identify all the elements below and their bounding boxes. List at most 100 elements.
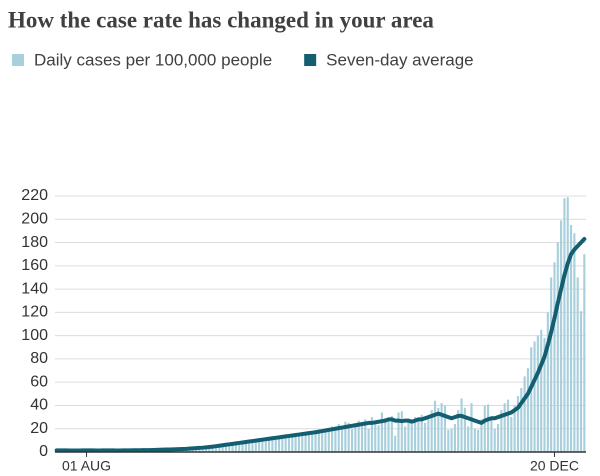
bar xyxy=(344,421,347,452)
bar xyxy=(550,277,553,452)
bar xyxy=(397,412,400,452)
chart-title: How the case rate has changed in your ar… xyxy=(8,7,434,32)
bar xyxy=(360,424,364,452)
bar xyxy=(420,414,423,452)
bar xyxy=(238,443,241,452)
y-tick-label: 0 xyxy=(39,443,48,460)
bar xyxy=(311,432,314,452)
bar xyxy=(221,445,224,452)
bar xyxy=(516,396,520,452)
bar xyxy=(523,376,526,452)
bar xyxy=(314,429,317,452)
bar xyxy=(261,439,264,452)
bar xyxy=(573,233,576,452)
bar xyxy=(417,420,420,452)
bar xyxy=(553,262,556,452)
y-tick-label: 180 xyxy=(21,234,48,251)
bar xyxy=(337,424,340,452)
bar xyxy=(367,428,370,452)
bar xyxy=(287,434,291,452)
y-tick-label: 140 xyxy=(21,280,48,297)
bar xyxy=(404,426,407,452)
bar xyxy=(387,419,390,452)
bar xyxy=(254,441,257,452)
bar xyxy=(477,429,480,452)
bar xyxy=(248,442,251,452)
bar xyxy=(450,428,453,452)
bar xyxy=(258,440,261,452)
bar xyxy=(423,422,427,452)
bar xyxy=(490,417,493,452)
bar xyxy=(218,445,221,452)
bar xyxy=(304,434,307,452)
bar xyxy=(443,405,447,452)
bar xyxy=(297,435,300,452)
bar xyxy=(530,347,533,452)
bar xyxy=(274,436,277,452)
bar xyxy=(294,433,297,452)
y-tick-label: 120 xyxy=(21,304,48,321)
bar xyxy=(563,198,566,452)
y-tick-label: 100 xyxy=(21,327,48,344)
bar xyxy=(281,435,284,452)
bar xyxy=(513,405,516,452)
bar xyxy=(354,426,357,452)
y-tick-label: 160 xyxy=(21,257,48,274)
bar xyxy=(430,410,433,452)
bar xyxy=(427,419,430,452)
bar xyxy=(277,438,281,452)
bar xyxy=(357,420,360,452)
bar xyxy=(526,368,529,452)
bar xyxy=(267,438,271,452)
bar xyxy=(241,442,244,452)
bar xyxy=(437,407,440,452)
x-tick-label: 20 DEC xyxy=(530,458,579,474)
bar xyxy=(301,432,304,452)
bar xyxy=(370,417,374,452)
bar xyxy=(271,439,274,452)
bar xyxy=(460,398,463,452)
bar xyxy=(307,431,310,452)
bar xyxy=(234,442,237,452)
bar xyxy=(224,446,227,452)
line xyxy=(54,237,587,453)
bar xyxy=(493,428,496,452)
bar xyxy=(321,431,324,452)
bar xyxy=(334,431,337,452)
bar xyxy=(579,311,583,452)
bar xyxy=(543,337,546,452)
bar xyxy=(463,407,466,452)
bar xyxy=(506,399,510,452)
legend-label: Daily cases per 100,000 people xyxy=(34,50,272,69)
bar xyxy=(380,412,383,452)
bar xyxy=(560,220,563,452)
legend-swatch xyxy=(304,54,317,66)
bar xyxy=(384,418,387,452)
bar xyxy=(407,421,410,452)
bar xyxy=(453,424,456,452)
bar xyxy=(546,312,549,452)
bar xyxy=(540,329,543,452)
bar xyxy=(284,438,287,452)
legend: Daily cases per 100,000 people Seven-day … xyxy=(12,50,474,69)
bar xyxy=(576,277,579,452)
bar xyxy=(327,429,330,452)
bar xyxy=(350,428,354,452)
bar xyxy=(324,428,327,452)
y-tick-label: 20 xyxy=(30,420,48,437)
bar xyxy=(394,435,397,452)
bar xyxy=(457,410,460,452)
bar xyxy=(583,254,586,452)
legend-label: Seven-day average xyxy=(326,50,473,69)
y-tick-label: 80 xyxy=(30,350,48,367)
y-tick-label: 40 xyxy=(30,397,48,414)
bar xyxy=(520,388,523,452)
bar xyxy=(414,417,417,452)
x-tick-label: 01 AUG xyxy=(62,458,111,474)
bar xyxy=(470,403,473,452)
legend-swatch xyxy=(12,54,24,66)
bar xyxy=(198,448,201,452)
bar xyxy=(377,425,380,452)
bar xyxy=(500,410,503,452)
